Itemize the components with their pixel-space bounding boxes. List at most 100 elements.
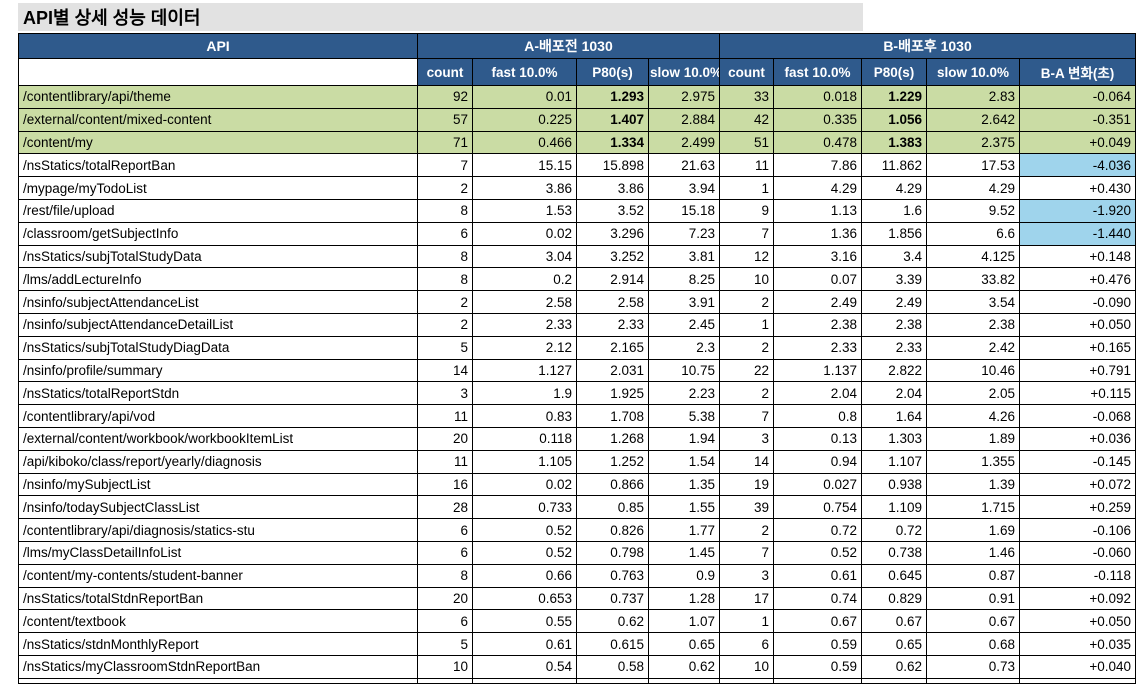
table-row: /nsinfo/subjectAttendanceDetailList 2 2.33… <box>18 312 1137 337</box>
metric-cell: 1.13 <box>773 198 863 223</box>
metric-cell: 0.73 <box>926 654 1021 679</box>
metric-cell: 1.45 <box>647 540 721 565</box>
metric-cell: 5.38 <box>647 404 721 428</box>
col-header-a-count: count <box>417 58 473 86</box>
group-header-row: API A-배포전 1030 B-배포후 1030 <box>18 33 1137 59</box>
metric-cell: 6 <box>719 632 775 656</box>
metric-cell: 0.59 <box>773 654 863 679</box>
delta-cell: +0.148 <box>1019 244 1137 269</box>
metric-cell: 2.45 <box>647 312 721 337</box>
metric-cell: 19 <box>719 472 775 497</box>
metric-cell: 0.9 <box>647 563 721 588</box>
table-row: /contentlibrary/api/vod 11 0.83 1.708 5.38 7 0… <box>18 404 1137 428</box>
metric-cell: 7.86 <box>773 153 863 178</box>
empty-cell <box>719 677 775 684</box>
page-title-bar: API별 상세 성능 데이터 <box>18 3 863 31</box>
api-cell: /content/my-contents/student-banner <box>18 563 418 588</box>
metric-cell: 22 <box>719 358 775 383</box>
table-row: /rest/file/upload 8 1.53 3.52 15.18 9 1.13 1.6 9… <box>18 198 1137 223</box>
metric-cell: 3.81 <box>647 244 721 269</box>
table-row: /nsStatics/totalReportStdn 3 1.9 1.925 2.23 2… <box>18 381 1137 406</box>
col-header-a-slow: slow 10.0% <box>647 58 721 86</box>
metric-cell: 1.54 <box>647 449 721 474</box>
api-performance-table: API A-배포전 1030 B-배포후 1030 count fast 10.… <box>18 33 1137 684</box>
metric-cell: 0.62 <box>576 609 649 634</box>
metric-cell: 3.39 <box>861 267 928 292</box>
api-cell: /nsStatics/stdnMonthlyReport <box>18 632 418 656</box>
metric-cell: 1.46 <box>926 540 1021 565</box>
metric-cell: 3 <box>719 426 775 451</box>
table-row: /nsinfo/mySubjectList 16 0.02 0.866 1.35 19 0.… <box>18 472 1137 497</box>
metric-cell: 1.35 <box>647 472 721 497</box>
delta-cell: -1.440 <box>1019 221 1137 246</box>
table-row: /api/kiboko/class/report/yearly/diagnosi… <box>18 449 1137 474</box>
metric-cell: 1.715 <box>926 495 1021 520</box>
metric-cell: 4.29 <box>773 176 863 200</box>
metric-cell: 2.642 <box>926 107 1021 132</box>
metric-cell: 1.109 <box>861 495 928 520</box>
metric-cell: 2 <box>719 290 775 314</box>
api-cell: /lms/myClassDetailInfoList <box>18 540 418 565</box>
metric-cell: 2.04 <box>861 381 928 406</box>
metric-cell: 0.01 <box>472 85 577 109</box>
metric-cell: 1.293 <box>576 85 649 109</box>
col-header-b-fast: fast 10.0% <box>773 58 863 86</box>
table-row: /content/textbook 6 0.55 0.62 1.07 1 0.67 0.67 0… <box>18 609 1137 634</box>
metric-cell: 11.862 <box>861 153 928 178</box>
metric-cell: 3.296 <box>576 221 649 246</box>
metric-cell: 1.137 <box>773 358 863 383</box>
empty-cell <box>417 677 473 684</box>
delta-cell: -0.145 <box>1019 449 1137 474</box>
api-cell: /lms/addLectureInfo <box>18 267 418 292</box>
metric-cell: 0.55 <box>472 609 577 634</box>
delta-cell: +0.430 <box>1019 176 1137 200</box>
delta-cell: -4.036 <box>1019 153 1137 178</box>
table-row: /content/my 71 0.466 1.334 2.499 51 0.478 1.383… <box>18 130 1137 155</box>
metric-cell: 8 <box>417 198 473 223</box>
partial-clipped-row <box>18 677 1137 684</box>
metric-cell: 2.38 <box>861 312 928 337</box>
metric-cell: 1 <box>719 176 775 200</box>
metric-cell: 1.925 <box>576 381 649 406</box>
metric-cell: 57 <box>417 107 473 132</box>
empty-cell <box>773 677 863 684</box>
metric-cell: 0.67 <box>773 609 863 634</box>
metric-cell: 2.914 <box>576 267 649 292</box>
metric-cell: 0.52 <box>472 518 577 542</box>
metric-cell: 0.65 <box>861 632 928 656</box>
metric-cell: 0.826 <box>576 518 649 542</box>
metric-cell: 9.52 <box>926 198 1021 223</box>
metric-cell: 92 <box>417 85 473 109</box>
metric-cell: 39 <box>719 495 775 520</box>
api-cell: /nsStatics/myClassroomStdnReportBan <box>18 654 418 679</box>
metric-cell: 1.94 <box>647 426 721 451</box>
metric-cell: 3.252 <box>576 244 649 269</box>
metric-cell: 4.26 <box>926 404 1021 428</box>
delta-cell: -0.351 <box>1019 107 1137 132</box>
metric-cell: 1.056 <box>861 107 928 132</box>
delta-cell: +0.259 <box>1019 495 1137 520</box>
metric-cell: 0.466 <box>472 130 577 155</box>
api-cell: /nsStatics/totalReportStdn <box>18 381 418 406</box>
metric-cell: 1.77 <box>647 518 721 542</box>
metric-cell: 0.68 <box>926 632 1021 656</box>
page-title: API별 상세 성능 데이터 <box>23 8 201 28</box>
metric-cell: 17 <box>719 586 775 611</box>
metric-cell: 10 <box>719 654 775 679</box>
metric-cell: 28 <box>417 495 473 520</box>
metric-cell: 2.822 <box>861 358 928 383</box>
metric-cell: 2.49 <box>773 290 863 314</box>
metric-cell: 1 <box>719 312 775 337</box>
metric-cell: 3.4 <box>861 244 928 269</box>
table-row: /contentlibrary/api/diagnosis/statics-st… <box>18 518 1137 542</box>
metric-cell: 0.65 <box>647 632 721 656</box>
table-row: /lms/myClassDetailInfoList 6 0.52 0.798 1.45… <box>18 540 1137 565</box>
api-cell: /external/content/mixed-content <box>18 107 418 132</box>
empty-cell <box>1019 677 1137 684</box>
metric-cell: 1 <box>719 609 775 634</box>
group-a-header: A-배포전 1030 <box>416 33 721 59</box>
api-cell: /contentlibrary/api/diagnosis/statics-st… <box>18 518 418 542</box>
table-row: /classroom/getSubjectInfo 6 0.02 3.296 7.23 7… <box>18 221 1137 246</box>
table-row: /nsStatics/totalReportBan 7 15.15 15.898 21.… <box>18 153 1137 178</box>
